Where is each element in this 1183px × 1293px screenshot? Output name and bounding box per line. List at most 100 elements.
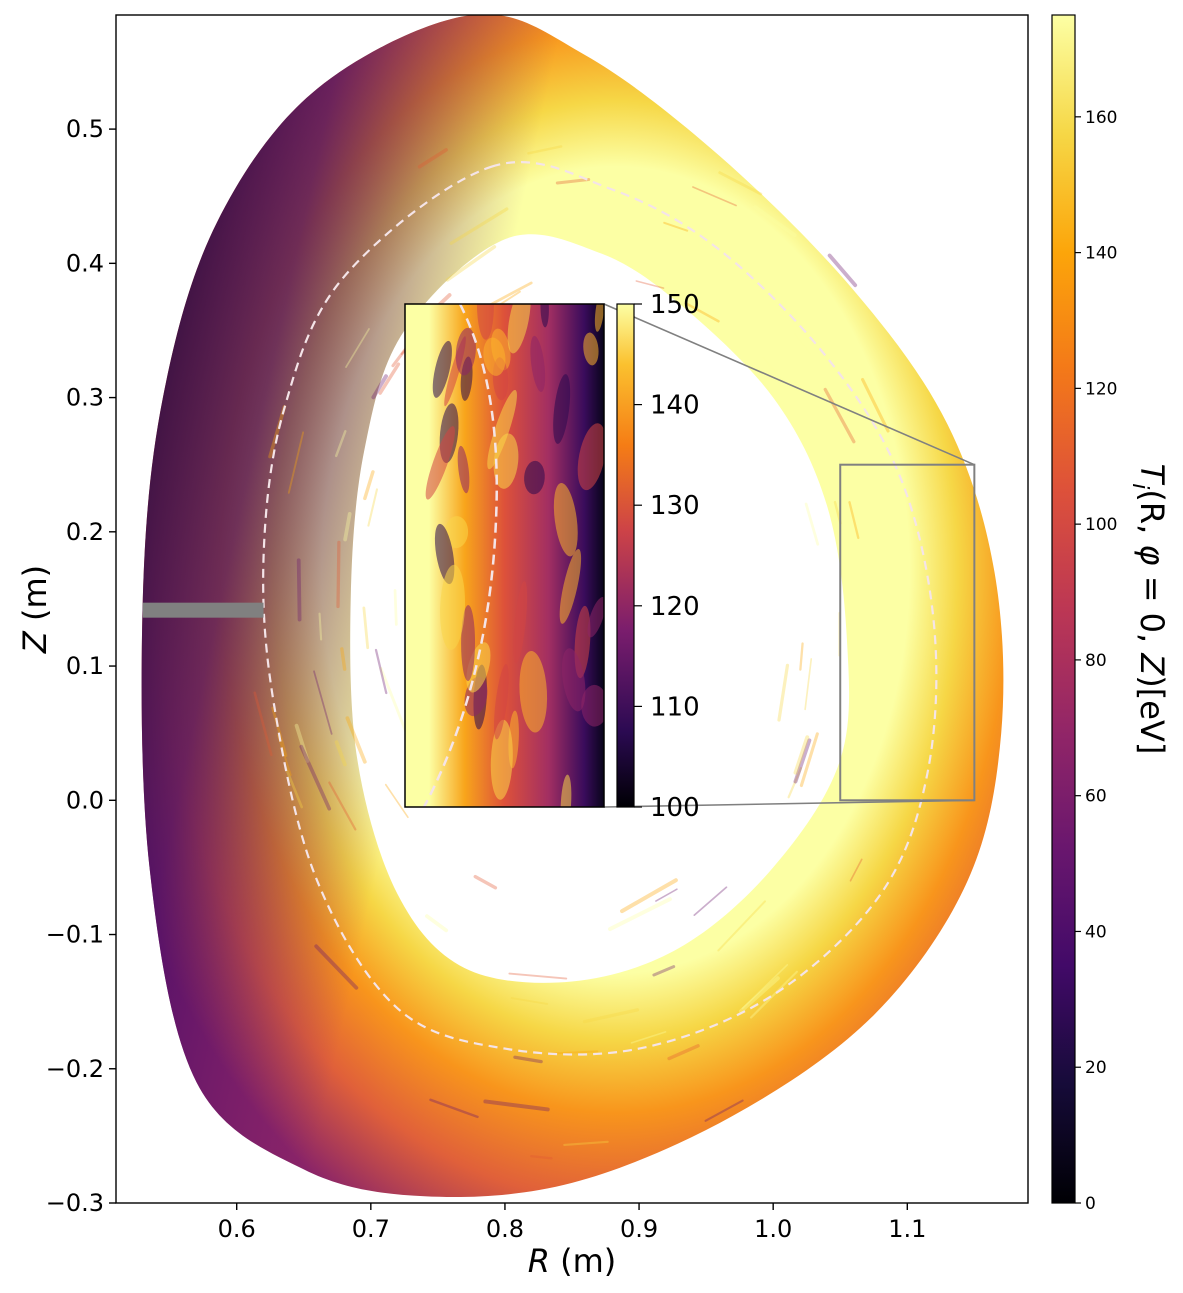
streak [787,767,803,799]
inset-streak [587,596,604,638]
streak [762,356,786,384]
probe-bar [142,602,264,618]
streak [635,280,665,289]
streak [374,648,388,695]
streak [827,253,858,288]
streak [793,738,812,784]
streak [449,207,509,245]
y-tick-label: −0.1 [46,921,104,949]
inset-colorbar-tick-label: 110 [650,692,700,722]
streak [510,997,549,1005]
inset-streak [432,340,452,398]
colorbar-tick-label: 120 [1085,379,1117,399]
streak [417,148,448,169]
streak [749,970,798,1019]
inset-colorbar-ticks: 100 110 120 130 140 150 [634,290,700,823]
streak [276,734,292,776]
streak [345,716,367,764]
inset-streak [583,332,599,366]
streak [378,362,401,395]
streak [328,781,357,831]
plasma-edge-shading [141,15,1004,1198]
inset-colorbar-tick-label: 150 [650,290,700,320]
streak [717,900,766,952]
streak [379,666,408,734]
y-tick-label: 0.3 [66,384,104,412]
streak [299,744,332,811]
colorbar-tick-label: 0 [1085,1194,1096,1214]
x-tick-label: 0.6 [218,1215,256,1243]
streak [753,205,797,238]
streak [861,377,890,433]
streak [362,606,370,650]
inset-streak [457,445,470,494]
streak [563,1140,609,1146]
streak [684,302,720,323]
inset-streak [425,426,455,500]
separatrix-dashed-line [262,161,938,1056]
streak [693,886,728,917]
inset-streak [559,548,582,624]
colorbar-label: Ti(R, φ = 0, Z)[eV] [1127,464,1171,755]
inset-streak [530,335,546,392]
streak [429,1098,479,1119]
streak [336,540,341,609]
streak [487,281,533,307]
colorbar-tick-label: 40 [1085,922,1107,942]
streak [313,670,333,735]
streak [823,387,856,444]
streak [340,647,347,671]
streak [318,612,323,641]
y-tick-label: −0.3 [46,1189,104,1217]
inset-colorbar [617,304,634,807]
y-tick-label: 0.5 [66,115,104,143]
streak [655,888,678,902]
inset-streak [524,460,545,495]
colorbar-tick-label: 60 [1085,787,1107,807]
zoom-box [839,463,976,802]
streak [547,1050,599,1055]
streak [848,501,860,540]
colorbar-frame [1051,14,1076,1204]
streak [793,332,811,354]
inset-streak [560,774,572,807]
inset-streak [519,651,548,733]
streak [287,431,305,494]
streak [513,1055,543,1064]
streak [473,874,498,890]
streak [582,1008,640,1024]
colorbar-tick-label: 80 [1085,651,1107,671]
streak [345,328,370,368]
inset-colorbar-tick-label: 140 [650,391,700,421]
streak [630,1031,667,1044]
x-axis-label: R (m) [528,1242,617,1280]
inset-colorbar-frame [616,303,635,808]
inset-streak [553,483,578,557]
inset-colorbar-tick-label: 120 [650,592,700,622]
inset-streak [561,648,586,712]
inset-streak [553,374,571,444]
streak [530,1155,553,1160]
streak [777,663,790,722]
streak [253,691,273,757]
inset-streak [540,304,549,328]
inset-streaks [425,304,604,807]
streak [334,740,347,767]
streak [483,1099,550,1112]
streak [663,221,689,232]
streak [296,558,302,622]
y-tick-label: −0.2 [46,1055,104,1083]
colorbar-tick-label: 140 [1085,244,1117,264]
inset-streak [581,684,604,727]
colorbar-ticks: 0 20 40 60 80 100 120 140 160 [1075,108,1117,1214]
y-tick-label: 0.1 [66,652,104,680]
streak [371,374,388,400]
x-tick-label: 0.7 [352,1215,390,1243]
zoom-inset: 100 110 120 130 140 150 [404,290,700,823]
inset-streak [444,516,469,549]
streak [804,502,820,546]
x-axis-ticks: 0.6 0.7 0.8 0.9 1.0 1.1 [218,1203,926,1243]
streak [804,658,813,711]
inset-colorbar-tick-label: 130 [650,491,700,521]
